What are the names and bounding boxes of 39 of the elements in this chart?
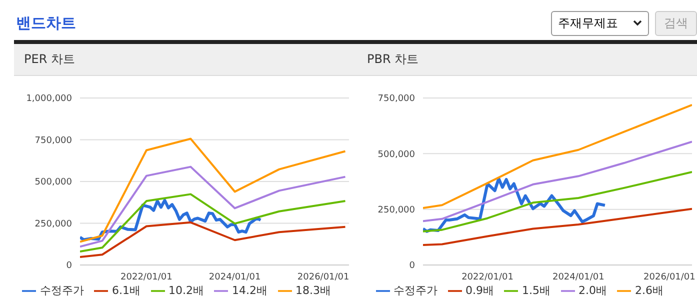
y-tick-label: 750,000	[34, 136, 72, 146]
line-series	[423, 208, 692, 246]
line-series	[423, 140, 692, 222]
x-tick-label: 2024/01/01	[208, 272, 261, 282]
legend-label: 18.3배	[296, 284, 331, 297]
chart-title: PBR 차트	[357, 42, 697, 76]
line-series	[423, 170, 692, 232]
legend-label: 10.2배	[168, 284, 204, 297]
search-button: 검색	[655, 10, 697, 36]
line-series	[423, 177, 606, 233]
line-series	[80, 221, 346, 258]
y-tick-label: 0	[409, 261, 416, 272]
dropdown-field: 주재무제표	[551, 10, 649, 36]
legend-label: 0.9배	[466, 284, 494, 297]
legend-label: 1.5배	[522, 284, 550, 297]
chart-title: PER 차트	[14, 42, 357, 76]
legend-label: 수정주가	[40, 284, 84, 297]
x-tick-label: 2026/01/01	[297, 272, 350, 282]
y-tick-label: 750,000	[378, 94, 416, 104]
y-tick-label: 250,000	[34, 219, 72, 230]
legend-label: 2.0배	[578, 284, 607, 297]
line-series	[80, 138, 346, 243]
x-tick-label: 2026/01/01	[644, 272, 696, 282]
y-tick-label: 500,000	[34, 178, 72, 188]
legend-label: 수정주가	[394, 284, 438, 297]
y-tick-label: 0	[66, 261, 72, 272]
line-series	[423, 104, 692, 209]
legend-label: 14.2배	[232, 284, 268, 297]
y-tick-label: 500,000	[378, 150, 416, 160]
line-series	[80, 166, 346, 248]
x-tick-label: 2024/01/01	[552, 272, 604, 282]
x-tick-label: 2022/01/01	[462, 272, 514, 282]
y-tick-label: 1,000,000	[26, 94, 72, 104]
legend-label: 6.1배	[112, 284, 140, 297]
legend-label: 2.6배	[635, 284, 664, 297]
y-tick-label: 250,000	[378, 206, 416, 216]
text: 밴드차트	[15, 14, 76, 32]
x-tick-label: 2022/01/01	[120, 272, 172, 282]
line-series	[80, 193, 346, 252]
